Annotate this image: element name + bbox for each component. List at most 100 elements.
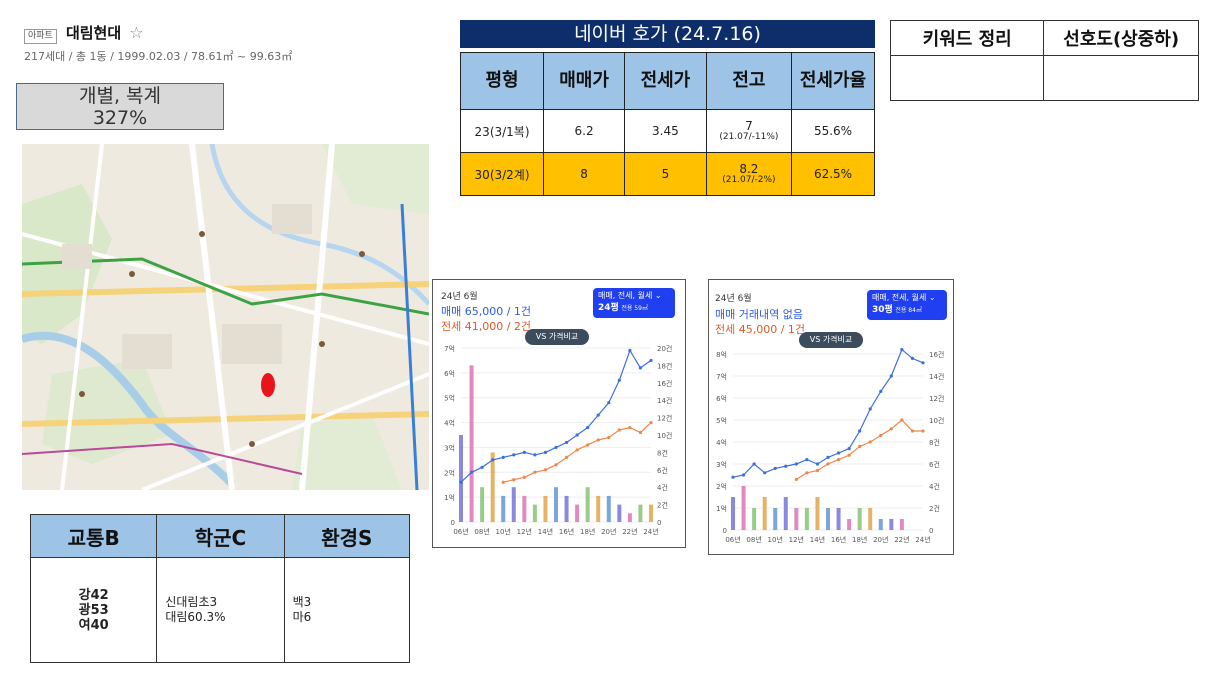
volume-bar xyxy=(804,508,809,530)
data-point xyxy=(607,401,611,405)
y-tick-label: 8억 xyxy=(716,351,727,359)
col-sale: 매매가 xyxy=(543,52,626,110)
data-point xyxy=(889,374,893,378)
col-ratio: 전세가율 xyxy=(791,52,875,110)
environment-cell: 백3 마6 xyxy=(283,557,411,663)
environment-mart: 마6 xyxy=(292,610,312,624)
volume-bar xyxy=(741,486,746,530)
trade-type-selector[interactable]: 매매, 전세, 월세 ⌄ 30평 전용 84㎡ xyxy=(867,290,947,320)
chart-date: 24년 6월 xyxy=(715,294,752,304)
volume-bar xyxy=(627,513,632,522)
y2-tick-label: 20건 xyxy=(657,344,672,353)
data-point xyxy=(794,462,798,466)
y-tick-label: 3억 xyxy=(444,444,455,452)
y-tick-label: 6억 xyxy=(444,370,455,378)
y2-tick-label: 6건 xyxy=(929,460,940,469)
preference-cell[interactable] xyxy=(1043,55,1199,101)
data-point xyxy=(512,478,516,482)
x-tick-label: 12년 xyxy=(517,527,532,536)
school-middle: 대림60.3% xyxy=(165,610,226,624)
school-grade-header: 학군C xyxy=(156,514,285,558)
data-point xyxy=(858,444,862,448)
y-tick-label: 4억 xyxy=(716,439,727,447)
data-point xyxy=(596,438,600,442)
x-tick-label: 08년 xyxy=(746,535,761,544)
y2-tick-label: 12건 xyxy=(657,414,672,423)
y2-tick-label: 14건 xyxy=(657,396,672,405)
row-peak: 7 (21.07/-11%) xyxy=(705,109,793,153)
x-tick-label: 14년 xyxy=(810,535,825,544)
volume-bar xyxy=(889,519,894,530)
data-point xyxy=(638,430,643,435)
data-point xyxy=(543,468,548,472)
x-tick-label: 16년 xyxy=(559,527,574,536)
y2-tick-label: 2건 xyxy=(657,501,668,510)
y2-tick-label: 14건 xyxy=(929,372,944,381)
evaluation-table: 교통B 학군C 환경S 강42 광53 여40 신대림초3 대림60.3% 백3… xyxy=(29,514,411,663)
x-tick-label: 18년 xyxy=(852,535,867,544)
volume-bar xyxy=(575,504,580,522)
data-point xyxy=(522,475,526,479)
naver-quote-table: 평형 매매가 전세가 전고 전세가율 23(3/1복) 6.2 3.45 7 (… xyxy=(459,52,875,196)
volume-bar xyxy=(469,365,474,522)
y-tick-label: 2억 xyxy=(716,483,727,491)
trade-type-selector[interactable]: 매매, 전세, 월세 ⌄ 24평 전용 59㎡ xyxy=(593,288,675,318)
volume-bar xyxy=(617,504,622,522)
price-compare-button[interactable]: VS 가격비교 xyxy=(799,332,863,348)
volume-bar xyxy=(794,508,799,530)
x-tick-label: 08년 xyxy=(474,527,489,536)
data-point xyxy=(533,453,537,457)
data-point xyxy=(900,348,904,352)
volume-bar xyxy=(585,487,590,522)
x-tick-label: 24년 xyxy=(915,535,930,544)
area-label: 전용 84㎡ xyxy=(895,307,922,314)
chart-plot-1: 0 1억 2억 3억 4억 5억 6억 7억 0 2건 4건 6건 8건 10건 12건 14건 16건 18건 2… xyxy=(444,344,672,536)
volume-bar xyxy=(596,495,601,522)
map-graphic xyxy=(22,144,429,490)
volume-bar xyxy=(815,497,820,530)
col-peak: 전고 xyxy=(705,52,793,110)
data-point xyxy=(607,435,611,440)
apartment-name: 대림현대 xyxy=(65,24,122,42)
price-compare-button[interactable]: VS 가격비교 xyxy=(525,329,589,345)
volume-bar xyxy=(752,508,757,530)
volume-bar xyxy=(606,495,611,522)
data-point xyxy=(868,407,872,411)
data-point xyxy=(575,448,579,452)
y2-tick-label: 0 xyxy=(657,519,661,527)
favorite-star-icon[interactable]: ☆ xyxy=(129,23,144,42)
volume-bar xyxy=(857,508,862,530)
price-chart-card-30: 24년 6월 매매 거래내역 없음 전세 45,000 / 1건 매매, 전세,… xyxy=(708,279,954,555)
x-tick-label: 12년 xyxy=(789,535,804,544)
y2-tick-label: 8건 xyxy=(657,448,668,457)
x-tick-label: 16년 xyxy=(831,535,846,544)
volume-bar xyxy=(731,497,735,530)
y2-tick-label: 18건 xyxy=(657,361,672,370)
volume-bar xyxy=(501,495,506,522)
row-peak-value: 7 xyxy=(745,118,753,133)
volume-bar xyxy=(638,504,643,522)
naver-quote-title: 네이버 호가 (24.7.16) xyxy=(460,20,875,48)
y2-tick-label: 6건 xyxy=(657,466,668,475)
keyword-cell[interactable] xyxy=(889,55,1045,101)
pyeong-label: 30평 xyxy=(872,305,893,315)
y-tick-label: 4억 xyxy=(444,420,455,428)
data-point xyxy=(512,453,516,457)
row-jeonse: 5 xyxy=(624,152,707,196)
transport-grade-header: 교통B xyxy=(29,514,158,558)
chart-date: 24년 6월 xyxy=(441,292,478,302)
data-point xyxy=(638,366,643,370)
y-tick-label: 7억 xyxy=(444,345,455,353)
quote-row-highlight: 30(3/2계) 8 5 8.2 (21.07/-2%) 62.5% xyxy=(459,152,875,196)
apartment-header: 아파트 대림현대 ☆ xyxy=(24,22,144,44)
y-tick-label: 6억 xyxy=(716,395,727,403)
volume-bar xyxy=(511,487,516,522)
x-tick-label: 22년 xyxy=(894,535,909,544)
data-point xyxy=(921,429,925,433)
y2-tick-label: 12건 xyxy=(929,394,944,403)
row-sale: 6.2 xyxy=(543,109,626,153)
chart-rent-summary: 전세 45,000 / 1건 xyxy=(715,323,806,336)
data-point xyxy=(815,462,820,466)
location-map[interactable] xyxy=(22,144,429,490)
y2-tick-label: 16건 xyxy=(929,350,944,359)
